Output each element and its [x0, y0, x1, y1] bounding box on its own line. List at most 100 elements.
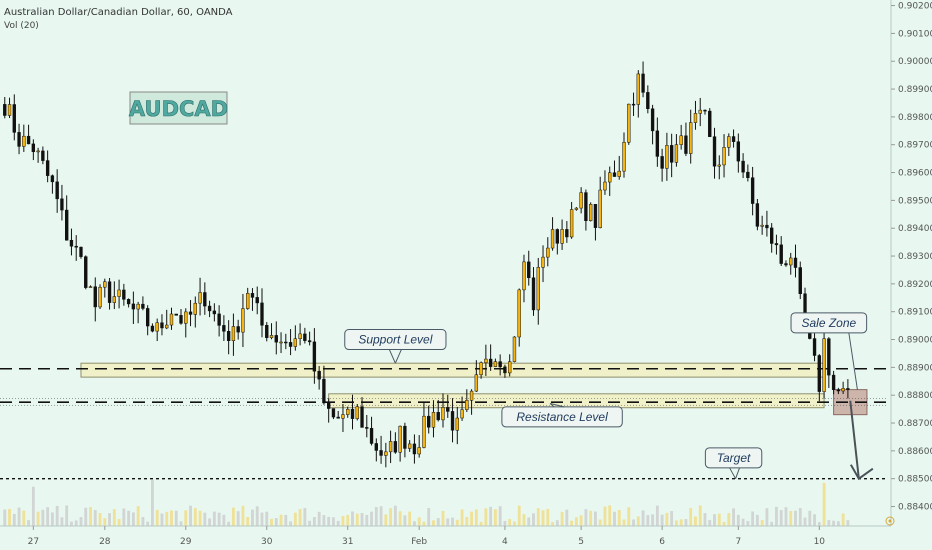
candle [579, 187, 583, 214]
candle [136, 301, 140, 324]
candle [231, 313, 236, 356]
candle [417, 435, 421, 458]
candle [741, 153, 745, 179]
volume-bar [303, 508, 307, 526]
volume-bar [208, 518, 212, 526]
volume-bar [432, 520, 435, 526]
volume-bar [36, 511, 40, 526]
callout-pointer [394, 349, 402, 364]
candle [403, 422, 407, 458]
symbol-title: Australian Dollar/Canadian Dollar, 60, O… [4, 7, 233, 18]
volume-bar [598, 519, 602, 526]
candle [465, 389, 469, 413]
volume-bar [641, 510, 645, 526]
volume-bar [351, 511, 354, 526]
candle [446, 394, 450, 418]
candle [765, 210, 769, 237]
candle [727, 133, 731, 156]
candle [93, 277, 97, 322]
volume-bar [3, 509, 7, 526]
candle [789, 252, 793, 275]
volume-bar [312, 517, 316, 526]
candle [288, 329, 293, 356]
volume-bar [536, 508, 540, 526]
volume-bar [679, 519, 683, 526]
x-tick-label: Feb [411, 537, 427, 547]
volume-bar [103, 518, 107, 526]
candle [827, 337, 831, 388]
y-tick-label: 0.88600 [898, 447, 932, 457]
candle [222, 315, 226, 341]
volume-bar [717, 513, 721, 526]
candle [298, 323, 302, 346]
candle [212, 303, 217, 322]
volume-bar [627, 507, 631, 526]
candle [407, 440, 412, 452]
volume-bar [189, 505, 192, 526]
volume-bar [622, 519, 626, 526]
volume-bar [722, 521, 726, 526]
callout-pointer [848, 332, 858, 390]
candle [622, 132, 626, 178]
candle [474, 360, 479, 392]
volume-bar [460, 509, 464, 526]
volume-bar [17, 507, 21, 526]
y-tick-label: 0.89000 [898, 336, 932, 346]
candle [322, 365, 326, 405]
volume-bar [441, 510, 445, 526]
volume-bar [755, 514, 759, 526]
candle [650, 104, 655, 145]
candle [260, 288, 264, 338]
volume-bar [222, 514, 226, 526]
candle [45, 150, 50, 183]
candle [836, 387, 841, 395]
volume-bar [613, 511, 616, 526]
candle [74, 235, 78, 261]
timezone-icon[interactable] [885, 516, 895, 526]
volume-bar [360, 513, 364, 526]
volume-bar [289, 521, 292, 526]
candle [50, 174, 55, 194]
candle [36, 147, 40, 163]
candle [660, 148, 664, 182]
candle [736, 133, 741, 173]
candle [88, 285, 93, 288]
volume-bar [608, 505, 612, 526]
candle [746, 164, 750, 182]
volume-bar [98, 512, 102, 526]
candle [689, 109, 693, 164]
y-tick-label: 0.89700 [898, 141, 932, 151]
candle [441, 393, 445, 428]
volume-bar [274, 518, 278, 526]
candle [708, 108, 712, 138]
candle [398, 425, 402, 462]
x-tick-label: 10 [814, 537, 826, 547]
candle [126, 298, 131, 308]
volume-bar [346, 514, 350, 526]
y-tick-label: 0.89500 [898, 196, 932, 206]
volume-bar [794, 510, 797, 526]
logo-badge: AUDCAD [129, 91, 228, 125]
volume-bar [122, 508, 126, 526]
volume-bar [141, 517, 145, 526]
candle [26, 124, 31, 145]
candle [3, 96, 7, 119]
candle [779, 236, 783, 267]
candle [584, 189, 588, 231]
volume-bar [146, 521, 150, 526]
volume-bar [117, 519, 121, 526]
candle [541, 245, 545, 283]
volume-bar [846, 520, 850, 526]
volume-bar [336, 520, 340, 526]
candle [693, 100, 698, 130]
callout-pointer [735, 467, 741, 479]
volume-bar [508, 519, 512, 526]
volume-bar [270, 518, 273, 526]
volume-bar [522, 514, 526, 526]
volume-bar [174, 510, 178, 526]
volume-bar [332, 517, 335, 526]
candle [608, 166, 612, 196]
candle [122, 283, 126, 306]
volume-bar [827, 520, 831, 526]
